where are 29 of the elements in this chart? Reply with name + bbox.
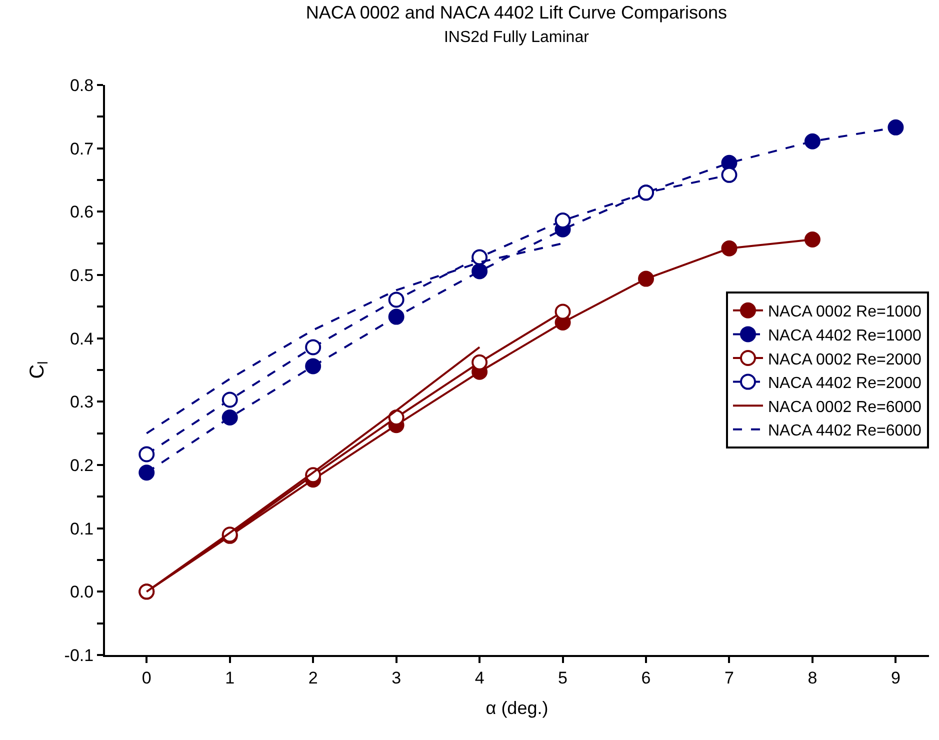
x-tick-label: 7	[724, 668, 734, 688]
legend-label: NACA 4402 Re=6000	[768, 422, 922, 440]
y-tick-label: 0.3	[70, 392, 94, 412]
y-tick-label: 0.5	[70, 266, 94, 285]
x-tick-label: 2	[308, 668, 318, 688]
legend-label: NACA 4402 Re=1000	[768, 327, 922, 344]
x-tick-label: 3	[392, 668, 402, 688]
legend-label: NACA 4402 Re=2000	[768, 375, 922, 392]
x-axis-title: α (deg.)	[486, 698, 548, 718]
x-tick-label: 9	[890, 668, 900, 688]
legend-label: NACA 0002 Re=1000	[768, 304, 922, 321]
x-tick-label: 5	[558, 668, 568, 688]
y-tick-label: 0.0	[70, 582, 94, 602]
x-tick-label: 1	[225, 668, 235, 688]
x-tick-label: 6	[641, 668, 651, 688]
x-tick-label: 0	[142, 668, 152, 688]
chart-title: NACA 0002 and NACA 4402 Lift Curve Comparisons	[306, 2, 728, 22]
y-tick-label: 0.1	[70, 519, 94, 538]
y-tick-label: 0.4	[70, 329, 94, 348]
y-tick-label: 0.7	[70, 139, 94, 158]
y-tick-label: 0.8	[70, 76, 94, 95]
legend-label: NACA 0002 Re=2000	[768, 351, 922, 368]
chart-subtitle: INS2d Fully Laminar	[444, 28, 590, 46]
x-tick-label: 4	[474, 668, 484, 688]
legend-label: NACA 0002 Re=6000	[768, 398, 922, 416]
x-tick-label: 8	[808, 668, 818, 688]
y-tick-label: -0.1	[64, 646, 94, 665]
y-tick-label: 0.2	[70, 456, 94, 475]
y-tick-label: 0.6	[70, 202, 94, 222]
